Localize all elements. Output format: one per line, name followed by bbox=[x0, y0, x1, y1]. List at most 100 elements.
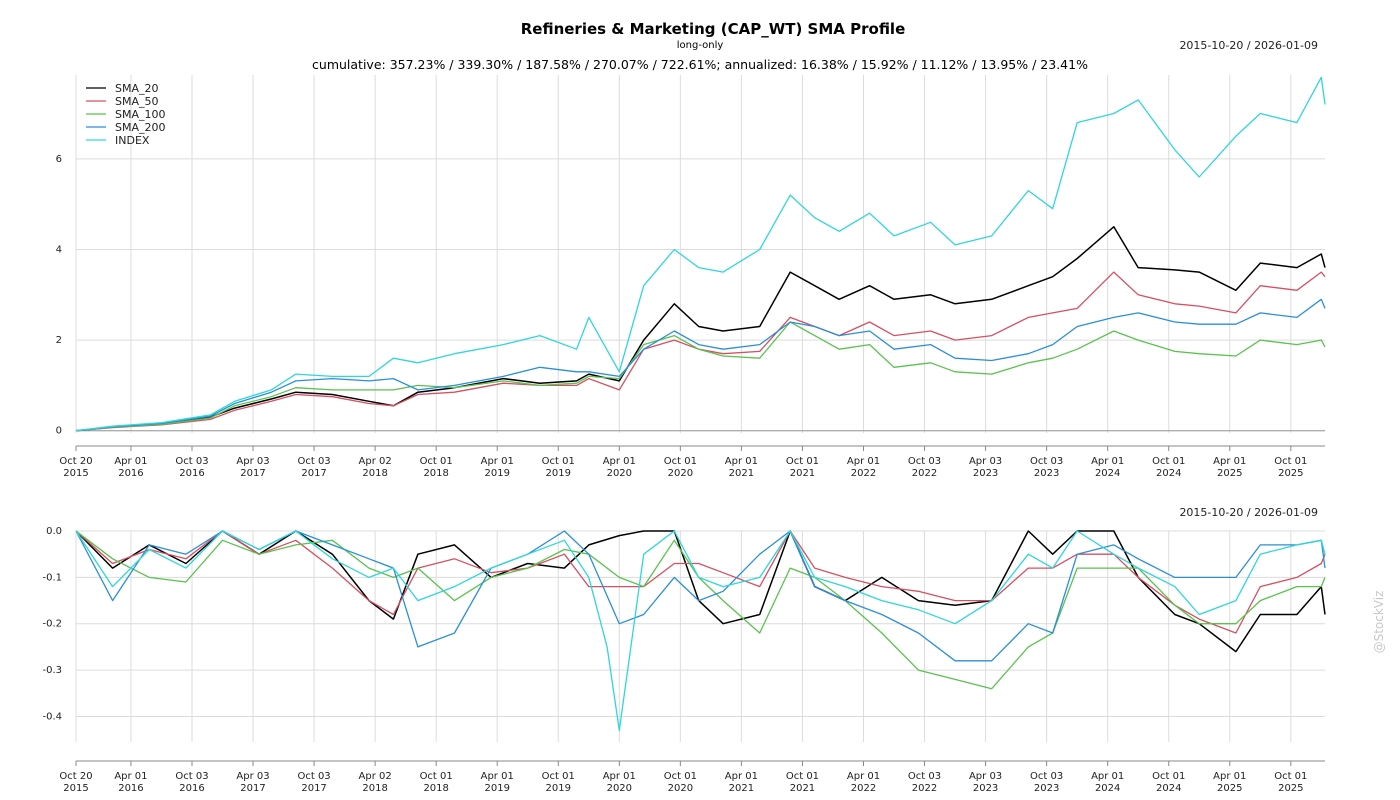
bottom-xtick-apr-01-2021-line1: Apr 01 bbox=[725, 771, 758, 782]
bottom-xtick-apr-01-2024-line2: 2024 bbox=[1095, 783, 1120, 794]
bottom-xtick-apr-03-2017-line1: Apr 03 bbox=[236, 771, 269, 782]
bottom-xtick-oct-01-2018-line2: 2018 bbox=[423, 783, 448, 794]
top-xtick-oct-03-2022-line1: Oct 03 bbox=[908, 456, 941, 467]
bottom-xtick-oct-01-2021-line2: 2021 bbox=[790, 783, 815, 794]
bottom-ytick-0-2: -0.2 bbox=[42, 619, 62, 630]
bottom-xtick-apr-03-2023-line2: 2023 bbox=[973, 783, 998, 794]
top-xtick-oct-03-2023-line1: Oct 03 bbox=[1030, 456, 1063, 467]
bottom-xtick-oct-01-2018-line1: Oct 01 bbox=[420, 771, 453, 782]
top-xtick-apr-03-2023-line2: 2023 bbox=[973, 468, 998, 479]
bottom-xtick-apr-01-2021-line2: 2021 bbox=[729, 783, 754, 794]
bottom-xtick-oct-01-2021-line1: Oct 01 bbox=[786, 771, 819, 782]
top-xtick-oct-01-2025-line1: Oct 01 bbox=[1274, 456, 1307, 467]
bottom-series-sma-50 bbox=[75, 530, 1326, 634]
date-range-top: 2015-10-20 / 2026-01-09 bbox=[1179, 39, 1318, 52]
bottom-xtick-oct-03-2023-line2: 2023 bbox=[1034, 783, 1059, 794]
bottom-xtick-oct-03-2022-line2: 2022 bbox=[912, 783, 937, 794]
top-xtick-apr-01-2022-line2: 2022 bbox=[851, 468, 876, 479]
top-series-sma-200 bbox=[75, 298, 1326, 432]
top-xtick-oct-01-2021-line1: Oct 01 bbox=[786, 456, 819, 467]
bottom-ytick-0-1: -0.1 bbox=[42, 572, 62, 583]
bottom-xtick-apr-02-2018-line1: Apr 02 bbox=[359, 771, 392, 782]
top-xtick-oct-01-2025-line2: 2025 bbox=[1278, 468, 1303, 479]
top-ytick-0: 0 bbox=[56, 426, 62, 437]
bottom-xtick-apr-01-2016-line2: 2016 bbox=[118, 783, 143, 794]
top-xtick-apr-01-2020-line1: Apr 01 bbox=[603, 456, 636, 467]
top-xtick-apr-01-2021-line2: 2021 bbox=[729, 468, 754, 479]
bottom-xtick-oct-03-2017-line2: 2017 bbox=[301, 783, 326, 794]
top-xtick-apr-01-2024-line1: Apr 01 bbox=[1091, 456, 1124, 467]
top-xtick-oct-01-2018-line2: 2018 bbox=[423, 468, 448, 479]
bottom-xtick-apr-01-2025-line1: Apr 01 bbox=[1213, 771, 1246, 782]
bottom-xtick-apr-02-2018-line2: 2018 bbox=[362, 783, 387, 794]
top-series-sma-50 bbox=[75, 271, 1326, 432]
bottom-xtick-apr-01-2019-line2: 2019 bbox=[484, 783, 509, 794]
top-series-sma-20 bbox=[75, 226, 1326, 432]
bottom-xtick-apr-01-2024-line1: Apr 01 bbox=[1091, 771, 1124, 782]
top-xtick-apr-03-2017-line1: Apr 03 bbox=[236, 456, 269, 467]
top-xtick-apr-01-2019-line2: 2019 bbox=[484, 468, 509, 479]
top-xtick-apr-03-2023-line1: Apr 03 bbox=[969, 456, 1002, 467]
bottom-ytick-0-0: 0.0 bbox=[46, 526, 62, 537]
bottom-panel-grid bbox=[75, 530, 1325, 742]
legend-label-sma-100: SMA_100 bbox=[115, 108, 166, 121]
bottom-xtick-oct-20-2015-line2: 2015 bbox=[63, 783, 88, 794]
bottom-xtick-oct-03-2016-line1: Oct 03 bbox=[175, 771, 208, 782]
top-ytick-4: 4 bbox=[56, 244, 62, 255]
top-xtick-oct-20-2015-line2: 2015 bbox=[63, 468, 88, 479]
top-xtick-apr-02-2018-line2: 2018 bbox=[362, 468, 387, 479]
top-panel-series bbox=[75, 76, 1326, 432]
bottom-xtick-apr-01-2020-line2: 2020 bbox=[607, 783, 632, 794]
top-xtick-oct-03-2016-line2: 2016 bbox=[179, 468, 204, 479]
top-xtick-apr-01-2025-line1: Apr 01 bbox=[1213, 456, 1246, 467]
chart-subtitle: long-only bbox=[677, 40, 724, 51]
top-xtick-oct-03-2017-line1: Oct 03 bbox=[297, 456, 330, 467]
top-xtick-oct-03-2016-line1: Oct 03 bbox=[175, 456, 208, 467]
bottom-xtick-oct-03-2017-line1: Oct 03 bbox=[297, 771, 330, 782]
bottom-xtick-oct-01-2019-line2: 2019 bbox=[546, 783, 571, 794]
bottom-series-sma-100 bbox=[75, 530, 1326, 690]
top-xtick-apr-01-2020-line2: 2020 bbox=[607, 468, 632, 479]
top-xtick-oct-01-2024-line1: Oct 01 bbox=[1152, 456, 1185, 467]
top-series-index bbox=[75, 76, 1326, 432]
bottom-xtick-oct-03-2023-line1: Oct 03 bbox=[1030, 771, 1063, 782]
bottom-series-sma-200 bbox=[75, 530, 1326, 662]
bottom-ytick-0-4: -0.4 bbox=[42, 711, 62, 722]
bottom-panel-series bbox=[75, 530, 1326, 732]
bottom-xtick-apr-01-2016-line1: Apr 01 bbox=[114, 771, 147, 782]
top-xtick-apr-01-2022-line1: Apr 01 bbox=[847, 456, 880, 467]
bottom-xtick-apr-01-2022-line1: Apr 01 bbox=[847, 771, 880, 782]
bottom-series-sma-20 bbox=[75, 530, 1326, 653]
top-xtick-apr-01-2021-line1: Apr 01 bbox=[725, 456, 758, 467]
top-xtick-apr-01-2016-line1: Apr 01 bbox=[114, 456, 147, 467]
top-ytick-2: 2 bbox=[56, 335, 62, 346]
top-xtick-oct-20-2015-line1: Oct 20 bbox=[59, 456, 92, 467]
bottom-xtick-oct-03-2016-line2: 2016 bbox=[179, 783, 204, 794]
watermark: @StockViz bbox=[1372, 591, 1386, 654]
top-xtick-oct-03-2023-line2: 2023 bbox=[1034, 468, 1059, 479]
bottom-xtick-apr-01-2022-line2: 2022 bbox=[851, 783, 876, 794]
top-xtick-oct-03-2022-line2: 2022 bbox=[912, 468, 937, 479]
bottom-xtick-oct-01-2019-line1: Oct 01 bbox=[542, 771, 575, 782]
bottom-xtick-apr-03-2017-line2: 2017 bbox=[240, 783, 265, 794]
bottom-xtick-oct-01-2025-line2: 2025 bbox=[1278, 783, 1303, 794]
bottom-xtick-oct-01-2025-line1: Oct 01 bbox=[1274, 771, 1307, 782]
top-xtick-oct-01-2019-line2: 2019 bbox=[546, 468, 571, 479]
top-xtick-oct-01-2020-line1: Oct 01 bbox=[664, 456, 697, 467]
legend-label-index: INDEX bbox=[115, 134, 150, 147]
bottom-xtick-oct-01-2024-line2: 2024 bbox=[1156, 783, 1181, 794]
bottom-xtick-oct-01-2024-line1: Oct 01 bbox=[1152, 771, 1185, 782]
legend-label-sma-50: SMA_50 bbox=[115, 95, 159, 108]
legend-label-sma-20: SMA_20 bbox=[115, 82, 159, 95]
top-xtick-oct-01-2020-line2: 2020 bbox=[668, 468, 693, 479]
top-xtick-oct-01-2024-line2: 2024 bbox=[1156, 468, 1181, 479]
bottom-xtick-apr-01-2025-line2: 2025 bbox=[1217, 783, 1242, 794]
top-xtick-oct-01-2019-line1: Oct 01 bbox=[542, 456, 575, 467]
top-xtick-oct-03-2017-line2: 2017 bbox=[301, 468, 326, 479]
bottom-xtick-oct-01-2020-line1: Oct 01 bbox=[664, 771, 697, 782]
top-panel-grid bbox=[75, 75, 1325, 433]
